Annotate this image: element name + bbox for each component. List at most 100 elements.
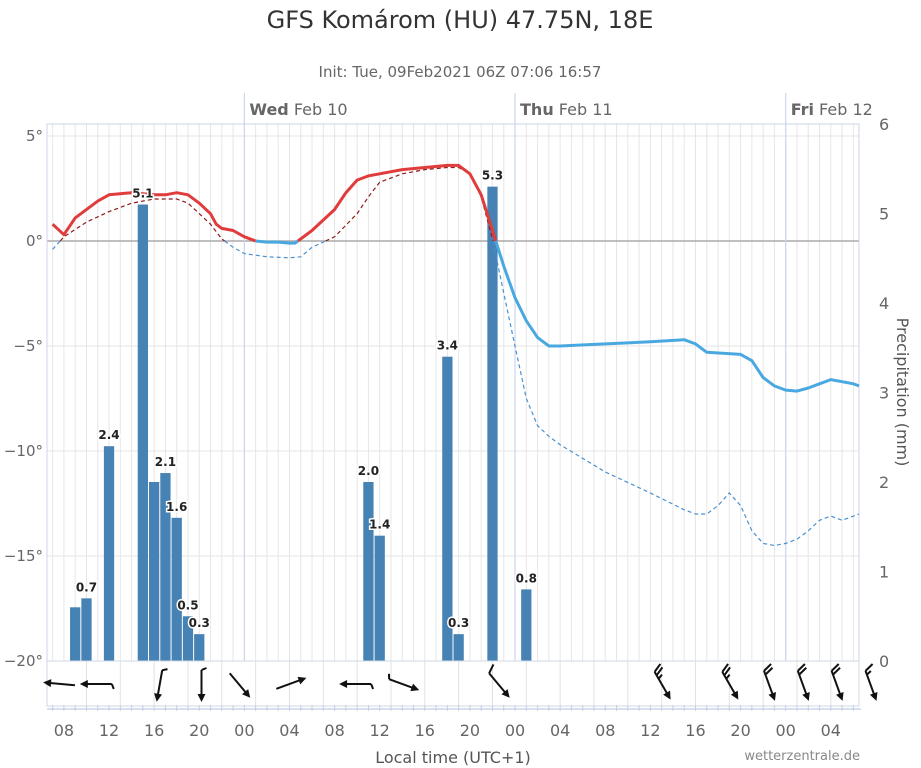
x-tick-label: 12 xyxy=(99,721,119,740)
wind-barb-shaft xyxy=(46,681,76,687)
x-tick-label: 04 xyxy=(821,721,841,740)
wind-barb-feather xyxy=(864,663,874,672)
precip-bar xyxy=(182,616,194,661)
grid xyxy=(46,123,860,662)
wind-barbs xyxy=(43,660,878,707)
precip-label: 0.3 xyxy=(448,616,469,630)
dewpoint-line-warm xyxy=(325,166,494,242)
wind-barb-half-feather xyxy=(866,670,872,676)
day-date: Feb 11 xyxy=(554,100,613,119)
wind-barb-head xyxy=(154,693,163,702)
dewpoint-line-cold xyxy=(52,240,61,250)
wind-barb-head xyxy=(197,694,206,702)
wind-barb xyxy=(79,680,115,690)
dewpoint-line-cold xyxy=(492,240,860,547)
temp-tick-label: −10° xyxy=(4,442,43,460)
wind-barb-feather xyxy=(655,666,664,676)
wind-barb-feather xyxy=(798,667,807,676)
wind-barb-shaft xyxy=(830,670,843,698)
chart-subtitle: Init: Tue, 09Feb2021 06Z 07:06 16:57 xyxy=(319,63,602,81)
wind-barb-half-feather xyxy=(657,673,663,680)
x-tick-label: 12 xyxy=(370,721,390,740)
wind-barb-head xyxy=(410,683,420,692)
credit-link[interactable]: wetterzentrale.de xyxy=(744,749,860,764)
day-label: Fri Feb 12 xyxy=(791,100,873,119)
wind-barb-head xyxy=(663,690,671,700)
precipitation-axis-label: Precipitation (mm) xyxy=(893,318,912,467)
x-tick-label: 20 xyxy=(189,721,209,740)
dewpoint-line-cold xyxy=(224,240,326,259)
wind-barb-half-feather xyxy=(725,673,731,680)
wind-barb-feather xyxy=(488,663,495,674)
day-header: Wed Feb 10 Thu Feb 11 Fri Feb 12 xyxy=(243,93,873,661)
day-label: Wed Feb 10 xyxy=(249,100,347,119)
wind-barb-feather xyxy=(797,663,806,672)
x-tick-label: 20 xyxy=(730,721,750,740)
precip-label: 5.3 xyxy=(482,169,503,183)
wind-barb xyxy=(864,663,878,701)
wind-barb-head xyxy=(869,692,878,701)
precip-bar xyxy=(137,204,148,662)
precip-bar xyxy=(363,482,374,661)
wind-barb xyxy=(276,676,307,690)
day-weekday: Thu xyxy=(520,100,554,119)
precip-bar xyxy=(81,598,92,661)
precip-bar xyxy=(453,634,464,661)
precip-label: 2.4 xyxy=(98,428,119,442)
precip-bar xyxy=(171,517,182,661)
day-weekday: Fri xyxy=(791,100,814,119)
temp-tick-label: 0° xyxy=(26,232,43,250)
wind-barb-head xyxy=(297,676,307,685)
precip-bar xyxy=(487,186,498,661)
precip-tick-label: 6 xyxy=(879,115,889,134)
temperature-line-cold xyxy=(494,240,860,393)
wind-barb xyxy=(763,663,776,701)
precip-label: 0.5 xyxy=(177,598,198,612)
wind-barb-head xyxy=(501,689,510,698)
wind-barb-shaft xyxy=(763,670,775,698)
wind-barb-head xyxy=(768,692,776,701)
wind-barb-shaft xyxy=(228,672,249,696)
wind-barb xyxy=(653,663,671,700)
precip-bar xyxy=(70,607,81,661)
wind-barb xyxy=(830,663,844,701)
temperature-line-cold xyxy=(255,239,299,245)
wind-barb-feather xyxy=(721,663,729,673)
precip-bar xyxy=(374,535,385,661)
x-tick-label: 00 xyxy=(234,721,254,740)
wind-barb-head xyxy=(242,689,251,698)
day-weekday: Wed xyxy=(249,100,288,119)
wind-barb xyxy=(43,679,76,688)
wind-barb-shaft xyxy=(388,678,416,690)
wind-barb-half-feather xyxy=(110,683,115,690)
precip-tick-label: 0 xyxy=(879,652,889,671)
precip-label: 0.3 xyxy=(189,616,210,630)
wind-barb-feather xyxy=(830,663,840,672)
precip-label: 0.7 xyxy=(76,580,97,594)
wind-barb xyxy=(228,672,251,698)
wind-barb-head xyxy=(802,692,810,701)
precip-label: 5.1 xyxy=(132,187,153,201)
x-tick-label: 16 xyxy=(685,721,705,740)
temperature-line-warm xyxy=(297,163,498,243)
wind-barb xyxy=(154,668,168,702)
precip-tick-label: 3 xyxy=(879,384,889,403)
wind-barb-feather xyxy=(832,667,841,676)
day-date: Feb 10 xyxy=(289,100,348,119)
wind-barb-head xyxy=(79,680,88,688)
wind-strip-frame xyxy=(46,660,860,707)
precip-tick-label: 4 xyxy=(879,294,889,313)
precip-bar xyxy=(442,356,453,661)
wind-barb-half-feather xyxy=(370,683,375,690)
precip-bar xyxy=(194,634,205,661)
wind-barb-shaft xyxy=(864,670,877,698)
temp-tick-label: −20° xyxy=(4,652,43,670)
precip-label: 1.6 xyxy=(166,500,187,514)
x-tick-label: 08 xyxy=(324,721,344,740)
precip-bar xyxy=(103,446,115,661)
wind-barb-shaft xyxy=(796,670,809,698)
precip-label: 0.8 xyxy=(516,571,537,585)
wind-barb-feather xyxy=(763,663,772,672)
wind-barb-shaft xyxy=(276,678,303,690)
